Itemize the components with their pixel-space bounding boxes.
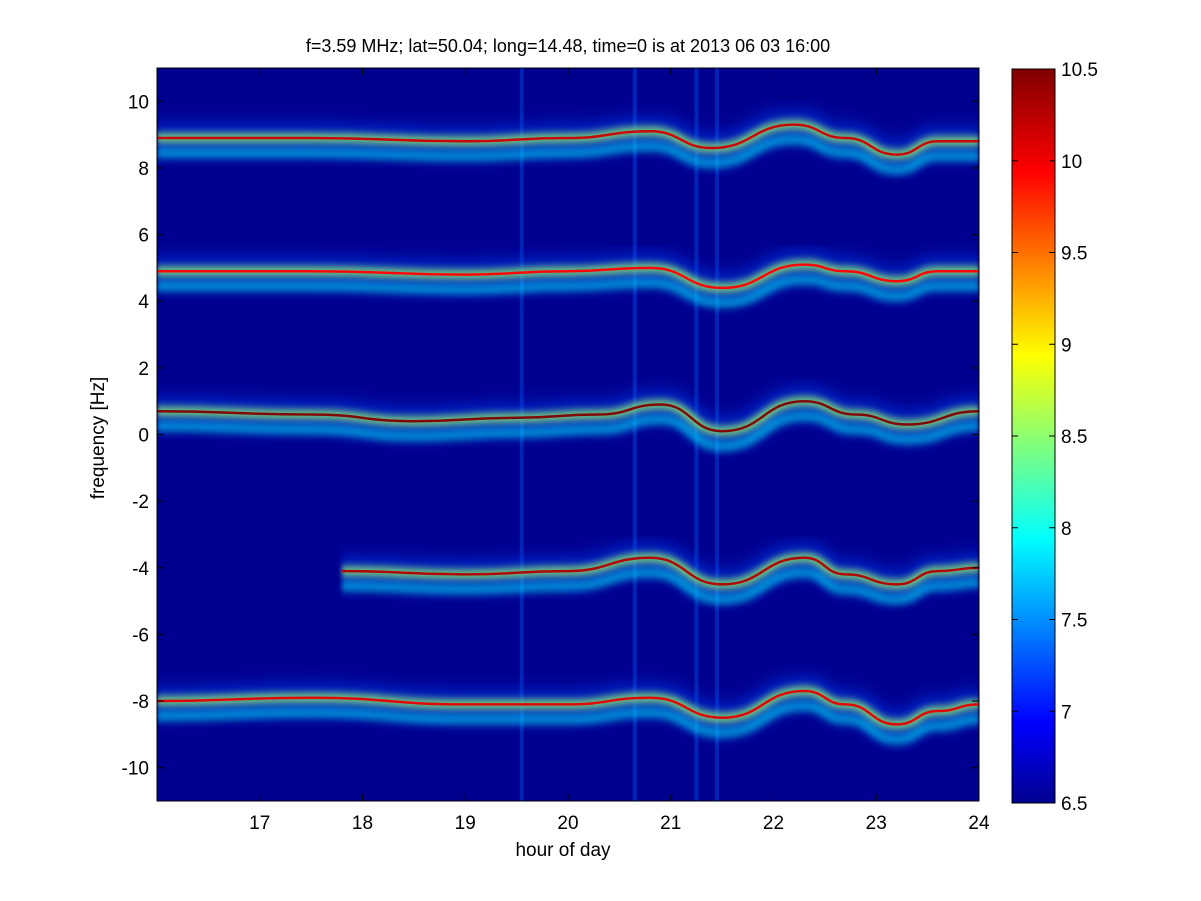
colorbar-tick-label: 7 bbox=[1061, 702, 1072, 723]
trace-spread bbox=[157, 134, 979, 175]
spectral-trace bbox=[157, 388, 979, 452]
colorbar-tick-label: 9.5 bbox=[1061, 244, 1087, 265]
trace-spread bbox=[157, 411, 979, 452]
trace-spread bbox=[157, 700, 979, 745]
x-axis-label: hour of day bbox=[515, 840, 611, 861]
trace-core bbox=[157, 689, 979, 726]
colorbar-tick-label: 9 bbox=[1061, 335, 1072, 356]
colorbar-tick-label: 10 bbox=[1061, 152, 1082, 173]
trace-core bbox=[157, 263, 979, 290]
trace-spread bbox=[341, 567, 979, 605]
x-tick-label: 23 bbox=[866, 813, 887, 834]
spectral-trace bbox=[157, 251, 979, 308]
x-tick-label: 20 bbox=[557, 813, 578, 834]
colorbar-tick-label: 8 bbox=[1061, 519, 1072, 540]
trace-core bbox=[157, 399, 979, 433]
trace-core bbox=[341, 556, 979, 586]
x-tick-label: 21 bbox=[660, 813, 681, 834]
y-tick-label: 6 bbox=[138, 226, 149, 247]
colorbar-scale bbox=[1011, 68, 1056, 804]
spectral-trace bbox=[341, 544, 979, 605]
x-tick-label: 22 bbox=[763, 813, 784, 834]
y-axis: 10 8 6 4 2 0 -2 -4 -6 -8 -10 bbox=[122, 92, 979, 780]
colorbar-tick-label: 7.5 bbox=[1061, 611, 1087, 632]
spectral-trace bbox=[157, 111, 979, 175]
colorbar-ticks: 10.5 10 9.5 9 8.5 8 7.5 7 6.5 bbox=[1012, 60, 1098, 815]
y-tick-label: -4 bbox=[132, 559, 149, 580]
y-tick-label: 2 bbox=[138, 359, 149, 380]
y-tick-label: -10 bbox=[122, 759, 149, 780]
spectral-trace bbox=[157, 677, 979, 745]
y-tick-label: -6 bbox=[132, 625, 149, 646]
trace-core bbox=[157, 123, 979, 156]
chart-title: f=3.59 MHz; lat=50.04; long=14.48, time=… bbox=[306, 36, 830, 56]
x-tick-label: 24 bbox=[968, 813, 990, 834]
y-tick-label: 8 bbox=[138, 159, 149, 180]
y-axis-label: frequency [Hz] bbox=[88, 377, 109, 500]
y-tick-label: 4 bbox=[138, 292, 149, 313]
y-tick-label: -2 bbox=[132, 492, 149, 513]
colorbar-tick-label: 8.5 bbox=[1061, 427, 1087, 448]
y-tick-label: -8 bbox=[132, 692, 149, 713]
colorbar-tick-label: 10.5 bbox=[1061, 60, 1098, 81]
colorbar: 10.5 10 9.5 9 8.5 8 7.5 7 6.5 bbox=[1011, 60, 1098, 815]
y-tick-label: 10 bbox=[128, 92, 149, 113]
x-tick-label: 18 bbox=[352, 813, 373, 834]
y-tick-label: 0 bbox=[138, 426, 149, 447]
x-tick-label: 17 bbox=[249, 813, 270, 834]
plot-area bbox=[156, 67, 980, 802]
x-tick-label: 19 bbox=[455, 813, 476, 834]
trace-layer bbox=[157, 111, 979, 745]
trace-spread bbox=[157, 274, 979, 308]
colorbar-tick-label: 6.5 bbox=[1061, 794, 1087, 815]
x-axis: 17 18 19 20 21 22 23 24 bbox=[249, 68, 990, 834]
vertical-disturbance-streak bbox=[632, 68, 637, 801]
